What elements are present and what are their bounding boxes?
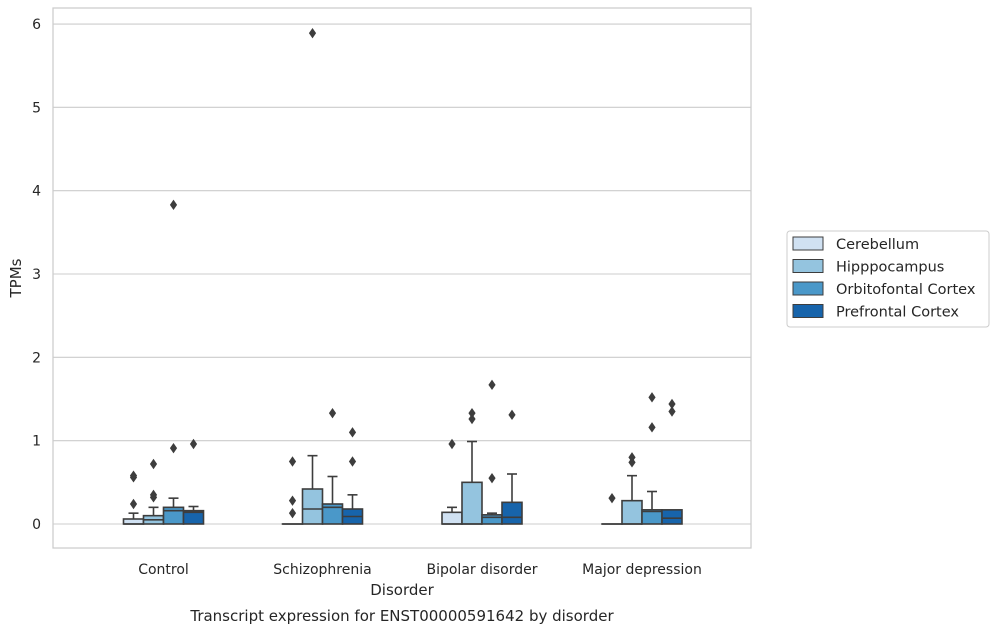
box-hipppocampus-1 (301, 27, 324, 525)
y-tick-label: 1 (32, 434, 41, 450)
x-tick-label: Major depression (582, 562, 702, 578)
legend: Cerebellum Hipppocampus Orbitofontal Corte… (786, 230, 990, 328)
box-orbitofontal-cortex-2 (481, 379, 503, 525)
outlier-point (328, 407, 337, 419)
outlier-point (648, 422, 656, 433)
box-prefrontal-cortex-2 (501, 409, 523, 525)
outlier-point (129, 470, 138, 481)
outlier-point (668, 398, 676, 410)
x-tick-label: Control (138, 562, 189, 578)
y-axis-title: TPMs (7, 258, 25, 298)
box (501, 501, 523, 525)
outlier-point (668, 406, 676, 417)
box (441, 511, 463, 525)
x-tick-label: Schizophrenia (273, 562, 371, 578)
legend-frame (786, 230, 990, 328)
legend-swatch (792, 236, 824, 251)
box-prefrontal-cortex-0 (182, 438, 205, 525)
legend-label: Hipppocampus (836, 260, 944, 276)
box-hipppocampus-3 (621, 452, 643, 525)
box-hipppocampus-2 (461, 407, 483, 525)
box-prefrontal-cortex-1 (341, 427, 364, 525)
y-tick-label: 5 (32, 100, 41, 116)
legend-label: Orbitofontal Cortex (836, 282, 976, 298)
outlier-point (348, 427, 357, 438)
legend-swatch (792, 281, 824, 296)
y-tick-label: 6 (32, 17, 41, 33)
outlier-point (288, 507, 297, 519)
outlier-point (149, 458, 158, 470)
legend-label: Cerebellum (836, 237, 919, 253)
outlier-point (608, 492, 616, 504)
outlier-point (488, 472, 496, 484)
outlier-point (448, 438, 456, 450)
legend-swatch (792, 304, 824, 318)
y-tick-label: 2 (32, 350, 41, 366)
box (461, 481, 483, 525)
outlier-point (628, 452, 636, 463)
outlier-point (288, 456, 297, 467)
plot-area (53, 8, 751, 548)
x-axis-title: Disorder (370, 581, 434, 599)
legend-label: Prefrontal Cortex (836, 305, 959, 321)
x-axis-ticks: Control Schizophrenia Bipolar disorder Majo… (138, 562, 702, 578)
outlier-point (468, 413, 476, 425)
box (301, 488, 324, 525)
outlier-point (189, 438, 198, 450)
outlier-point (308, 27, 317, 39)
box (162, 506, 185, 525)
chart-title: Transcript expression for ENST0000059164… (189, 607, 614, 625)
plot-frame (52, 7, 752, 549)
outlier-point (508, 409, 516, 421)
box (661, 509, 683, 525)
box (481, 514, 503, 525)
legend-swatch (792, 259, 824, 273)
x-tick-label: Bipolar disorder (426, 562, 537, 578)
outlier-point (348, 456, 357, 467)
box-prefrontal-cortex-3 (661, 398, 683, 525)
box-cerebellum-0 (122, 470, 145, 525)
outlier-point (149, 489, 158, 501)
box-cerebellum-3 (601, 492, 623, 525)
outlier-point (468, 407, 476, 419)
box (182, 509, 205, 525)
outlier-point (288, 495, 297, 506)
box (621, 499, 643, 525)
gridlines (53, 23, 751, 525)
outlier-point (488, 379, 496, 391)
box-orbitofontal-cortex-0 (162, 199, 185, 525)
y-tick-label: 3 (32, 267, 41, 283)
y-tick-label: 4 (32, 184, 41, 200)
y-tick-label: 0 (32, 517, 41, 533)
box-orbitofontal-cortex-3 (641, 392, 663, 525)
outlier-point (648, 392, 656, 403)
outlier-point (169, 442, 178, 454)
y-axis-ticks: 0 1 2 3 4 5 6 (32, 17, 41, 533)
outlier-point (169, 199, 178, 211)
outlier-point (129, 498, 138, 510)
box-series (122, 27, 683, 525)
